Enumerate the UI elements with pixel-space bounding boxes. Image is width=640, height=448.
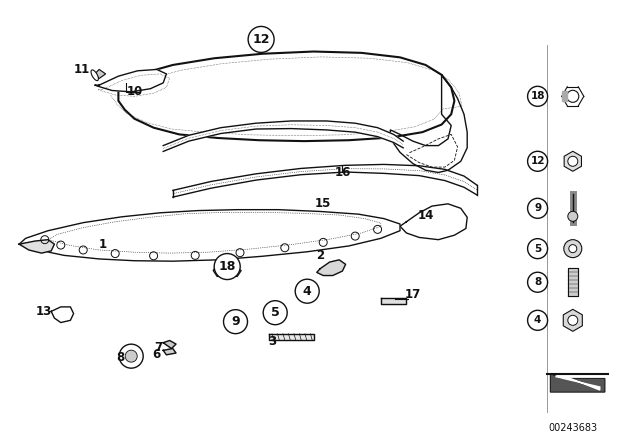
Text: 11: 11	[74, 63, 90, 76]
Circle shape	[214, 254, 240, 280]
Polygon shape	[213, 261, 241, 276]
Polygon shape	[390, 75, 467, 172]
Polygon shape	[568, 268, 578, 296]
Circle shape	[125, 350, 137, 362]
Circle shape	[527, 272, 548, 292]
Text: 5: 5	[534, 244, 541, 254]
Polygon shape	[19, 240, 54, 253]
Polygon shape	[563, 309, 582, 332]
Text: 4: 4	[534, 315, 541, 325]
Polygon shape	[95, 69, 166, 92]
Text: 15: 15	[315, 197, 332, 211]
Text: 1: 1	[99, 237, 106, 251]
Text: 18: 18	[531, 91, 545, 101]
Polygon shape	[163, 340, 176, 349]
Circle shape	[527, 151, 548, 171]
Text: 14: 14	[417, 209, 434, 223]
Circle shape	[223, 310, 248, 334]
Text: 9: 9	[231, 315, 240, 328]
Circle shape	[569, 245, 577, 253]
Polygon shape	[19, 210, 400, 261]
Text: 7: 7	[155, 341, 163, 354]
Polygon shape	[269, 334, 314, 340]
Text: 12: 12	[531, 156, 545, 166]
Circle shape	[527, 310, 548, 330]
Polygon shape	[564, 151, 582, 171]
Text: 4: 4	[303, 284, 312, 298]
Text: 18: 18	[218, 260, 236, 273]
Circle shape	[248, 26, 274, 52]
Polygon shape	[51, 307, 74, 323]
Polygon shape	[95, 69, 106, 78]
Circle shape	[295, 279, 319, 303]
Circle shape	[527, 198, 548, 218]
Text: 00243683: 00243683	[548, 423, 597, 433]
Circle shape	[263, 301, 287, 325]
Text: 17: 17	[404, 288, 421, 302]
Circle shape	[527, 86, 548, 106]
Polygon shape	[556, 377, 600, 390]
Text: 5: 5	[271, 306, 280, 319]
Polygon shape	[163, 121, 403, 151]
Polygon shape	[173, 164, 477, 197]
Ellipse shape	[91, 70, 99, 81]
Text: 8: 8	[534, 277, 541, 287]
Circle shape	[564, 240, 582, 258]
Text: 10: 10	[126, 85, 143, 99]
Polygon shape	[381, 298, 406, 304]
Polygon shape	[163, 349, 176, 355]
Circle shape	[567, 90, 579, 102]
Polygon shape	[118, 52, 454, 141]
Text: 2: 2	[316, 249, 324, 262]
Text: 16: 16	[334, 166, 351, 179]
Polygon shape	[317, 260, 346, 276]
Text: 8: 8	[116, 350, 124, 364]
Text: 12: 12	[252, 33, 270, 46]
Polygon shape	[550, 374, 605, 392]
Text: 9: 9	[534, 203, 541, 213]
Circle shape	[568, 315, 578, 325]
Circle shape	[568, 211, 578, 221]
Text: 6: 6	[153, 348, 161, 362]
Circle shape	[568, 156, 578, 166]
Circle shape	[527, 239, 548, 258]
Polygon shape	[400, 204, 467, 240]
Polygon shape	[562, 91, 567, 101]
Text: 13: 13	[35, 305, 52, 318]
Text: 3: 3	[268, 335, 276, 348]
